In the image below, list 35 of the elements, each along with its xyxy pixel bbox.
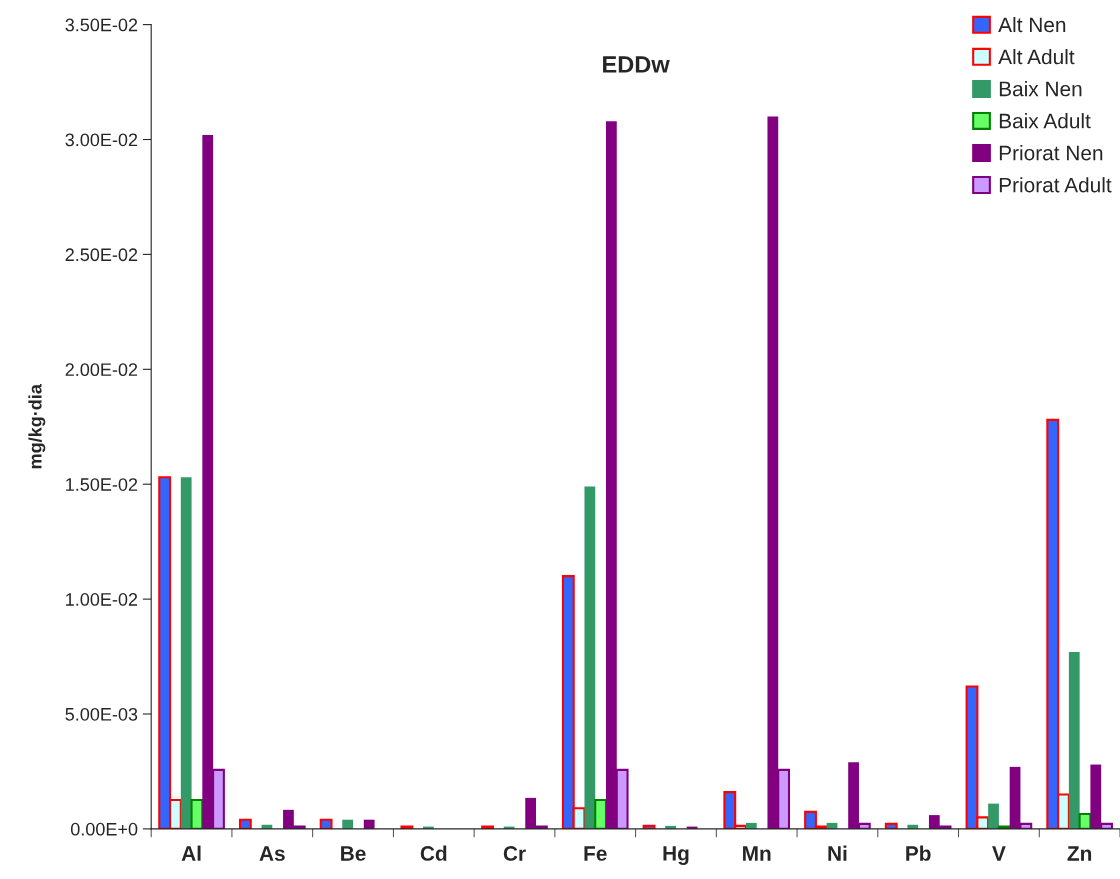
x-tick-label: Ni [828,845,847,861]
x-tick-label: Cd [420,845,447,861]
x-tick-label: Hg [663,846,689,865]
x-tick-label: As [259,846,285,861]
y-tick-label: 2.00E-02 [65,363,138,377]
y-tick-label: 0.00E+0 [70,822,138,836]
y-axis-title: mg/kg·dia [28,384,46,469]
bar [238,818,252,829]
legend-label: Baix Nen [999,81,1082,97]
x-tick-label: Mn [743,846,771,861]
y-tick-label: 1.50E-02 [66,478,138,491]
y-tick-label: 3.00E-02 [65,133,138,147]
x-tick-label: Pb [906,845,931,861]
x-tick-label: V [992,846,1006,861]
x-tick-label: Fe [584,846,607,861]
legend-label: Alt Adult [998,49,1075,65]
bar [1068,651,1080,829]
y-tick-label: 3.50E-02 [65,18,138,32]
legend-label: Alt Nen [998,16,1066,33]
x-tick-label: Cr [503,846,526,861]
text: EDDw [603,56,670,73]
x-tick-label: Al [181,845,201,861]
legend-label: Priorat Nen [999,145,1103,161]
bar [594,798,608,829]
x-tick-label: Be [341,846,366,861]
bar [319,818,333,829]
bar [180,477,192,829]
x-tick-label: Zn [1067,846,1092,861]
y-tick-label: 5.00E-03 [65,707,138,721]
bar [584,486,596,829]
legend-label: Priorat Adult [999,177,1112,193]
bar [988,803,999,829]
y-tick-label: 1.00E-02 [66,593,138,606]
y-tick-label: 2.50E-02 [65,248,138,262]
legend-label: Baix Adult [999,113,1091,129]
